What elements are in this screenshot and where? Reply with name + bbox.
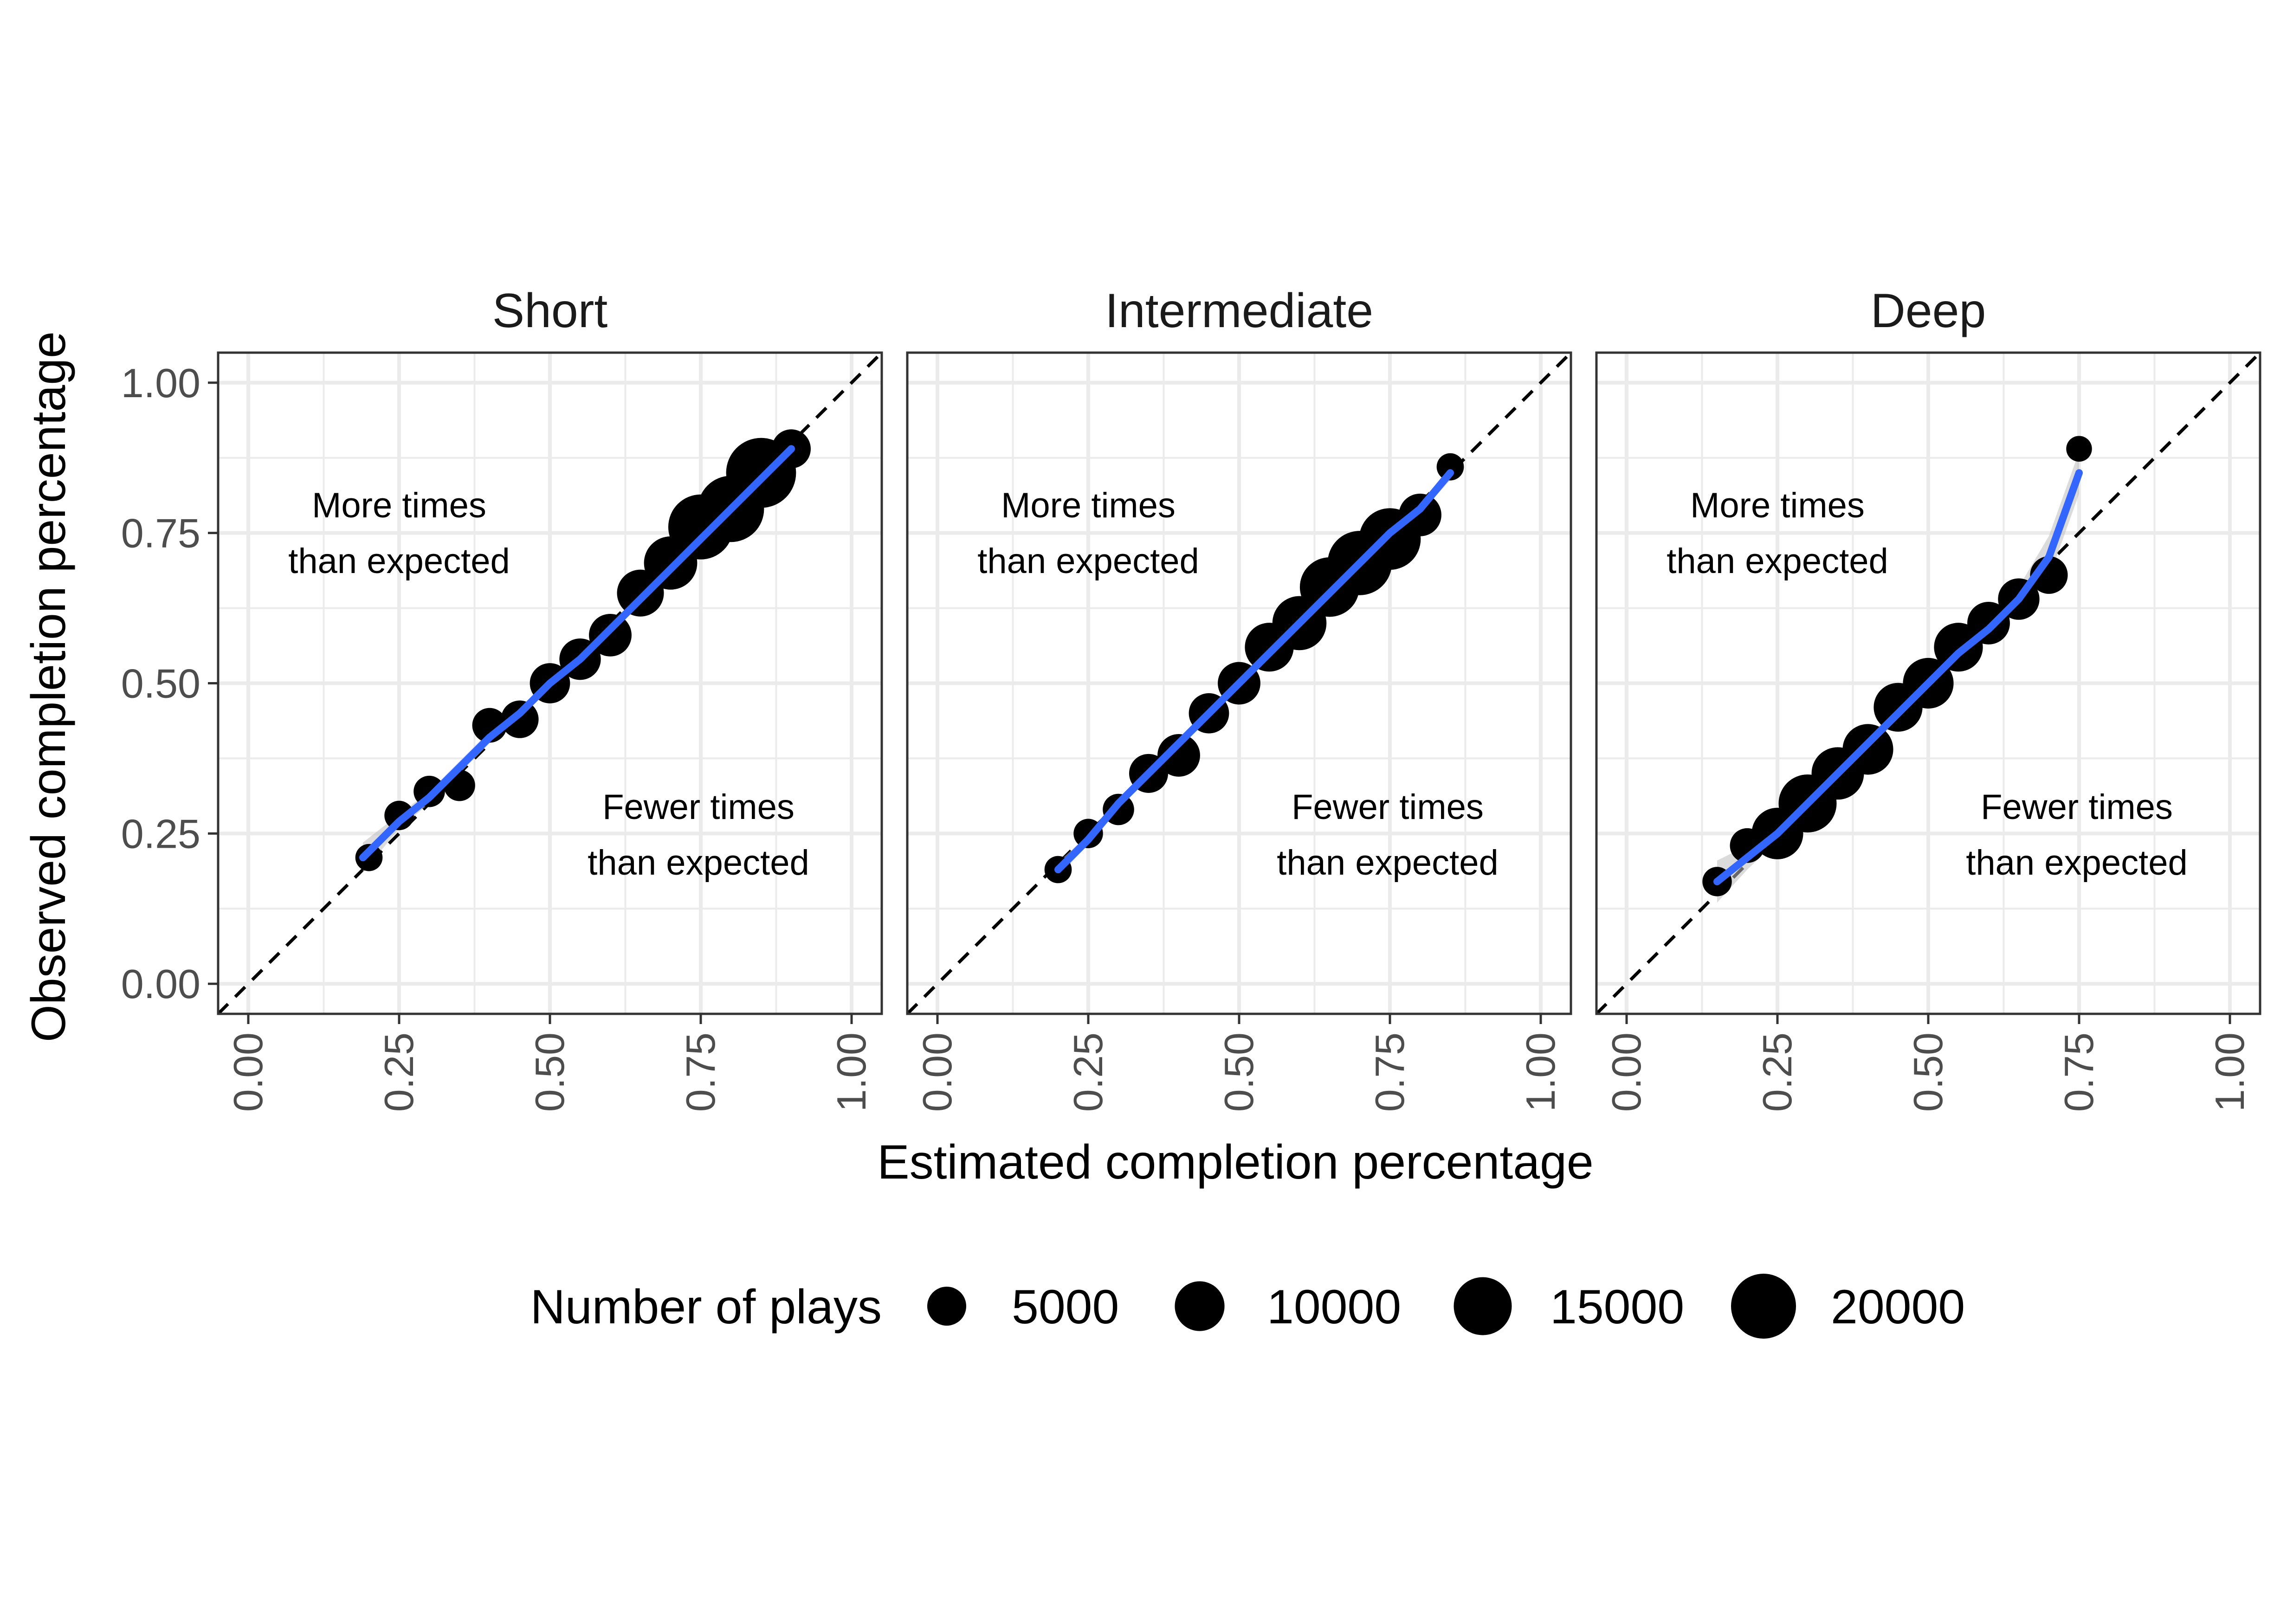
legend-key-circle — [1454, 1277, 1512, 1335]
panel-plot-area — [1596, 353, 2260, 1014]
x-tick-label: 0.00 — [225, 1032, 271, 1112]
smooth-line — [1713, 469, 2083, 885]
y-tick-label: 0.00 — [121, 961, 200, 1007]
x-tick-label: 1.00 — [2207, 1032, 2253, 1112]
legend-key-label: 5000 — [1012, 1280, 1119, 1334]
annotation-more-line2: than expected — [977, 541, 1199, 581]
annotation-fewer-line2: than expected — [588, 843, 809, 883]
data-point — [501, 700, 539, 738]
x-tick-label: 1.00 — [828, 1032, 874, 1112]
annotation-fewer-line1: Fewer times — [1981, 787, 2173, 827]
legend-key-circle — [927, 1287, 966, 1326]
x-tick-label: 0.50 — [527, 1032, 573, 1112]
data-point — [2066, 436, 2092, 462]
x-tick-label: 0.75 — [2056, 1032, 2102, 1112]
x-tick-label: 0.25 — [376, 1032, 422, 1112]
data-point — [589, 613, 632, 657]
data-point — [384, 800, 414, 831]
facet-panel-short: Short More times than expected Fewer times t… — [217, 284, 883, 1112]
facet-label: Deep — [1871, 284, 1986, 338]
y-tick-label: 0.25 — [121, 811, 200, 857]
x-tick-label: 1.00 — [1518, 1032, 1563, 1112]
data-point — [355, 844, 383, 871]
facet-panels: Short More times than expected Fewer times t… — [217, 284, 2261, 1112]
smooth-line — [359, 445, 795, 862]
y-tick-label: 0.75 — [121, 510, 200, 556]
smooth-line — [1054, 469, 1454, 874]
annotation-fewer-line2: than expected — [1277, 843, 1499, 883]
y-axis-title: Observed completion percentage — [22, 331, 76, 1042]
annotation-fewer-line2: than expected — [1966, 843, 2188, 883]
annotation-more-line1: More times — [1001, 486, 1176, 525]
y-tick-label: 0.50 — [121, 661, 200, 707]
legend-key-label: 20000 — [1831, 1280, 1965, 1334]
x-tick-label: 0.00 — [914, 1032, 960, 1112]
panel-plot-area — [218, 353, 882, 1014]
size-legend: Number of plays 5000 10000 15000 20000 — [530, 1274, 1965, 1339]
facet-label: Short — [492, 284, 608, 338]
facet-panel-intermediate: Intermediate More times than expected Fewer… — [906, 284, 1572, 1112]
legend-key-label: 15000 — [1550, 1280, 1684, 1334]
x-tick-label: 0.25 — [1754, 1032, 1800, 1112]
annotation-fewer-line1: Fewer times — [1292, 787, 1484, 827]
legend-key-label: 10000 — [1267, 1280, 1401, 1334]
facet-panel-deep: Deep More times than expected Fewer times th… — [1595, 284, 2261, 1112]
x-tick-label: 0.75 — [1367, 1032, 1413, 1112]
annotation-more-line2: than expected — [1667, 541, 1888, 581]
legend-title: Number of plays — [530, 1280, 882, 1334]
data-point — [1399, 493, 1441, 536]
y-tick-label: 1.00 — [121, 360, 200, 406]
x-tick-label: 0.00 — [1603, 1032, 1649, 1112]
annotation-more-line1: More times — [312, 486, 486, 525]
data-point — [1436, 453, 1464, 481]
legend-key-circle — [1175, 1281, 1225, 1331]
x-tick-label: 0.25 — [1065, 1032, 1111, 1112]
x-tick-label: 0.50 — [1905, 1032, 1951, 1112]
annotation-more-line2: than expected — [288, 541, 510, 581]
data-point — [1934, 623, 1983, 672]
x-tick-label: 0.75 — [678, 1032, 724, 1112]
annotation-more-line1: More times — [1690, 486, 1865, 525]
legend-key-circle — [1731, 1274, 1796, 1339]
x-tick-label: 0.50 — [1216, 1032, 1262, 1112]
y-axis-ticks: 0.00 0.25 0.50 0.75 1.00 — [121, 360, 218, 1007]
facet-label: Intermediate — [1105, 284, 1373, 338]
annotation-fewer-line1: Fewer times — [602, 787, 795, 827]
x-axis-title: Estimated completion percentage — [877, 1135, 1594, 1189]
data-point — [1157, 734, 1200, 777]
panel-plot-area — [907, 353, 1571, 1014]
data-point — [1842, 724, 1893, 775]
